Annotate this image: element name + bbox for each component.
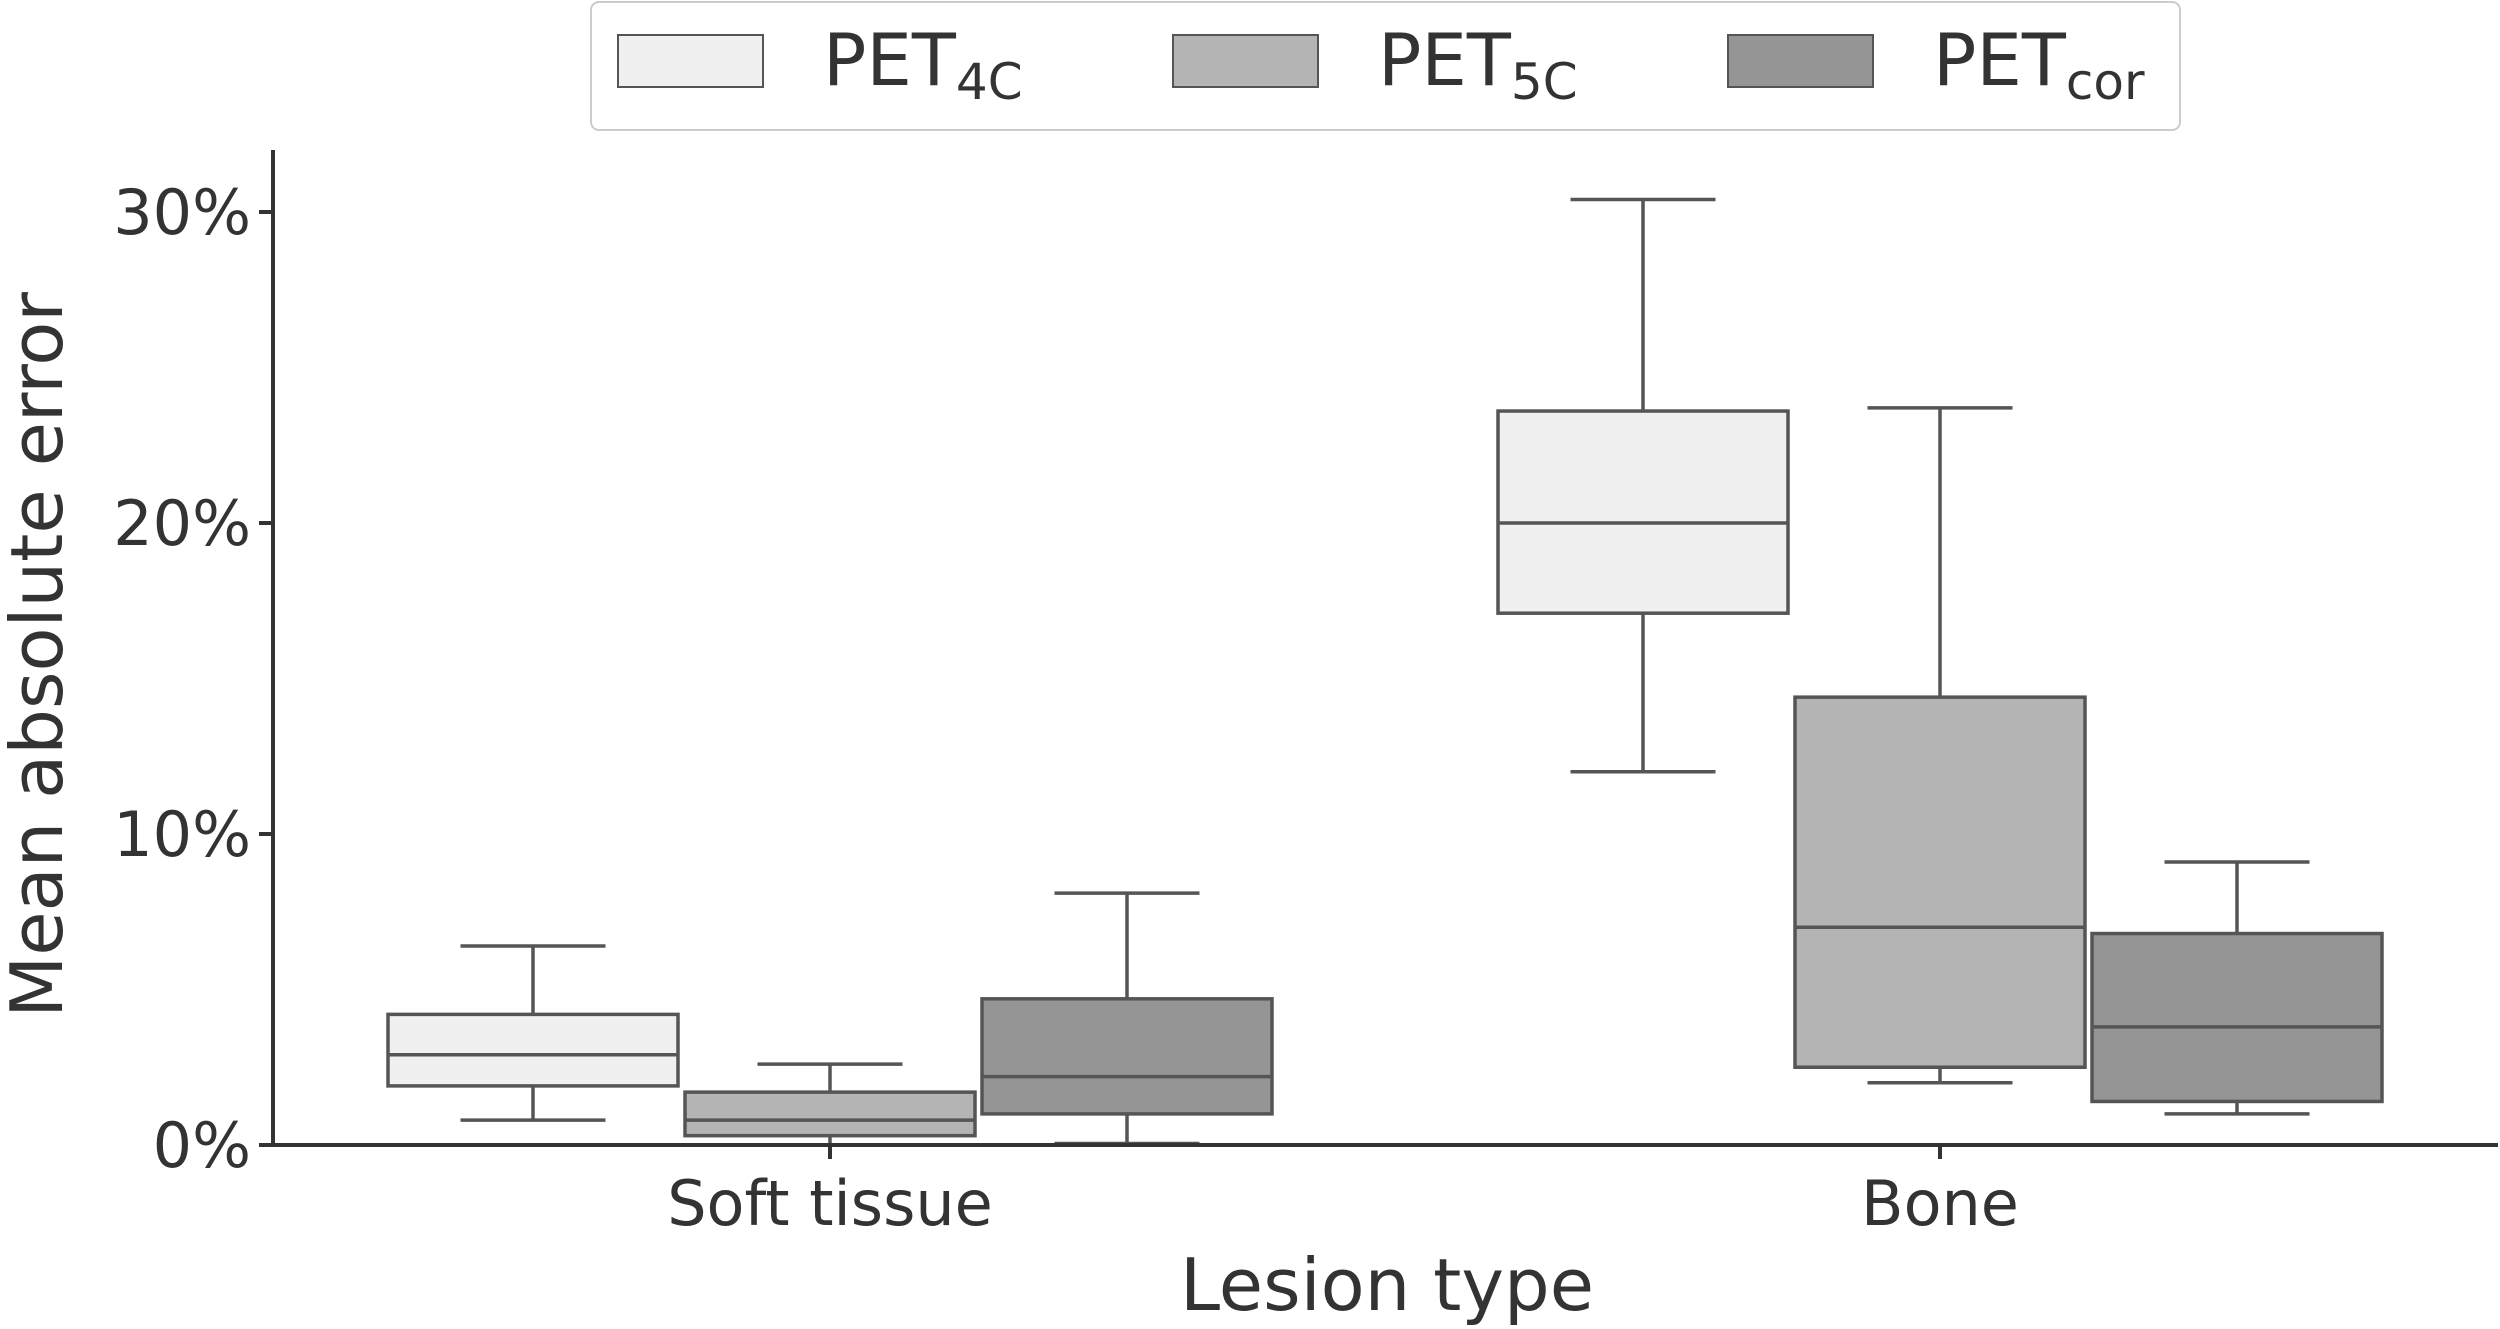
box-layer [386, 197, 2384, 1147]
iqr-box [386, 1012, 680, 1088]
x-tick-label: Soft tissue [667, 1167, 993, 1240]
legend-label: PETcor [1933, 18, 2145, 111]
legend-swatch [1172, 34, 1319, 88]
legend-swatch [617, 34, 764, 88]
box-PETcor-bone [2090, 860, 2384, 1116]
legend-label: PET4C [823, 18, 1023, 111]
iqr-box [683, 1090, 977, 1138]
legend: PET4C PET5C PETcor [590, 1, 2181, 131]
iqr-box [1496, 409, 1790, 615]
y-tick-label: 0% [153, 1109, 251, 1182]
legend-label-main: PET [1933, 18, 2067, 102]
y-tick-label: 20% [113, 487, 251, 560]
box-PET4C-soft-tissue [386, 944, 680, 1122]
legend-item-PETcor: PETcor [1727, 18, 2145, 111]
y-tick-label: 10% [113, 798, 251, 871]
iqr-box [1793, 695, 2087, 1069]
x-ticks: Soft tissue Bone [667, 1145, 2019, 1240]
box-PETcor-soft-tissue [980, 891, 1274, 1146]
legend-label-main: PET [823, 18, 957, 102]
box-PET5C-bone [1793, 406, 2087, 1085]
legend-label-main: PET [1378, 18, 1512, 102]
iqr-box [2090, 931, 2384, 1104]
legend-label-sub: cor [2066, 53, 2145, 111]
y-tick-label: 30% [113, 176, 251, 249]
legend-label-sub: 5C [1511, 53, 1578, 111]
box-PET5C-soft-tissue [683, 1062, 977, 1147]
x-axis-label: Lesion type [1180, 1243, 1594, 1327]
x-tick-label: Bone [1861, 1167, 2019, 1240]
legend-swatch [1727, 34, 1874, 88]
y-axis-label: Mean absolute error [0, 292, 79, 1018]
legend-item-PET5C: PET5C [1172, 18, 1578, 111]
iqr-box [980, 997, 1274, 1116]
y-ticks: 0% 10% 20% 30% [113, 176, 273, 1182]
legend-item-PET4C: PET4C [617, 18, 1023, 111]
legend-label: PET5C [1378, 18, 1578, 111]
legend-label-sub: 4C [956, 53, 1023, 111]
box-PET4C-bone [1496, 197, 1790, 774]
